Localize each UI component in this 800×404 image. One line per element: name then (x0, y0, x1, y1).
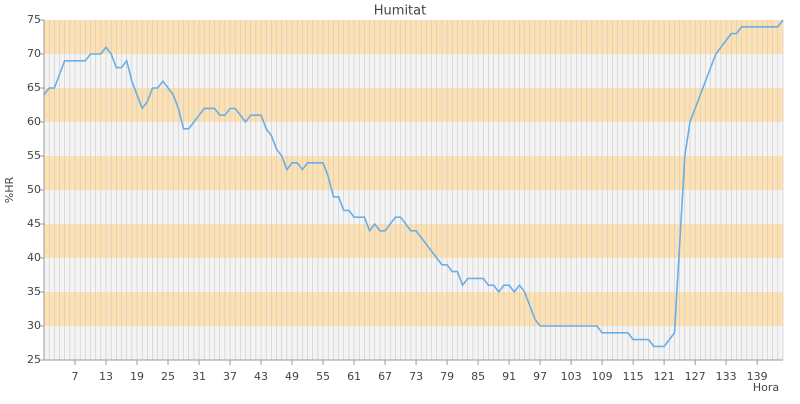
x-tick-label: 115 (623, 370, 644, 383)
x-tick-label: 25 (161, 370, 175, 383)
chart-title: Humitat (374, 4, 426, 19)
band (44, 190, 783, 224)
y-tick-label: 30 (27, 319, 41, 332)
x-tick-label: 133 (716, 370, 737, 383)
x-tick-label: 37 (223, 370, 237, 383)
band (44, 20, 783, 54)
x-tick-label: 91 (502, 370, 516, 383)
x-tick-label: 49 (285, 370, 299, 383)
x-tick-label: 55 (316, 370, 330, 383)
x-tick-label: 61 (347, 370, 361, 383)
y-tick-label: 50 (27, 183, 41, 196)
x-tick-label: 103 (561, 370, 582, 383)
band (44, 88, 783, 122)
x-tick-label: 97 (533, 370, 547, 383)
x-tick-label: 31 (192, 370, 206, 383)
y-tick-label: 55 (27, 149, 41, 162)
x-tick-label: 13 (99, 370, 113, 383)
y-tick-label: 40 (27, 251, 41, 264)
band (44, 156, 783, 190)
band (44, 326, 783, 360)
x-tick-label: 79 (440, 370, 454, 383)
x-tick-label: 43 (254, 370, 268, 383)
y-tick-label: 45 (27, 217, 41, 230)
x-axis-label: Hora (753, 381, 779, 394)
y-tick-label: 35 (27, 285, 41, 298)
x-tick-label: 7 (72, 370, 79, 383)
y-tick-label: 65 (27, 81, 41, 94)
x-tick-label: 67 (378, 370, 392, 383)
x-tick-label: 139 (747, 370, 768, 383)
y-tick-label: 25 (27, 353, 41, 366)
band (44, 292, 783, 326)
band (44, 258, 783, 292)
band (44, 122, 783, 156)
y-tick-label: 70 (27, 47, 41, 60)
x-tick-label: 85 (471, 370, 485, 383)
x-tick-label: 73 (409, 370, 423, 383)
line (43, 19, 784, 348)
x-tick-label: 127 (685, 370, 706, 383)
y-tick-label: 75 (27, 13, 41, 26)
x-tick-label: 121 (654, 370, 675, 383)
band (44, 224, 783, 258)
x-tick-label: 109 (592, 370, 613, 383)
band (44, 54, 783, 88)
x-tick-label: 19 (130, 370, 144, 383)
y-tick-label: 60 (27, 115, 41, 128)
y-axis-label: %HR (3, 176, 16, 203)
